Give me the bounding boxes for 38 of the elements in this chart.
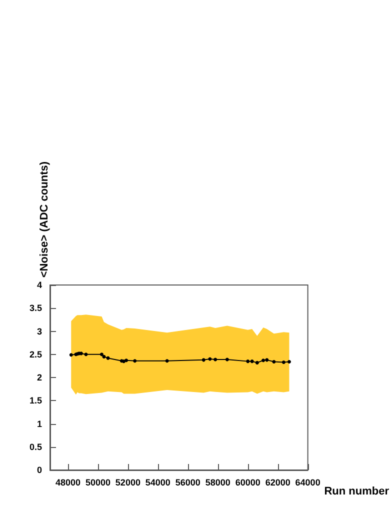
y-tick-label: 2 [36,372,42,382]
y-tick-label: 3 [36,326,42,336]
x-tick-label: 62000 [265,478,290,488]
point [133,359,137,363]
y-tick-label: 1.5 [29,396,42,406]
point [100,352,104,356]
point [225,358,229,362]
point [246,360,250,364]
point [282,360,286,364]
point [124,358,128,362]
y-axis-title: <Noise> (ADC counts) [38,161,50,278]
x-tick-label: 64000 [295,478,320,488]
point [69,353,73,357]
x-axis-title: Run number [324,486,390,498]
y-tick-label: 0 [36,465,42,475]
point [84,352,88,356]
x-tick-label: 54000 [145,478,170,488]
point [272,360,276,364]
point [165,359,169,363]
x-tick-label: 60000 [235,478,260,488]
y-tick-label: 2.5 [29,349,42,360]
x-tick-label: 56000 [175,478,200,488]
y-tick-label: 1 [36,418,42,429]
y-tick-label: 3.5 [29,303,42,314]
point [265,358,269,362]
point [262,358,266,362]
x-tick-label: 50000 [85,478,110,488]
point [287,360,291,364]
y-tick-label: 0.5 [29,442,42,452]
point [102,354,106,358]
point [214,358,218,362]
y-tick-label: 4 [36,280,42,290]
point [202,358,206,362]
point [250,360,254,364]
x-tick-label: 58000 [205,478,230,488]
x-tick-label: 48000 [55,478,80,488]
point [255,360,259,364]
x-tick-label: 52000 [115,478,140,488]
